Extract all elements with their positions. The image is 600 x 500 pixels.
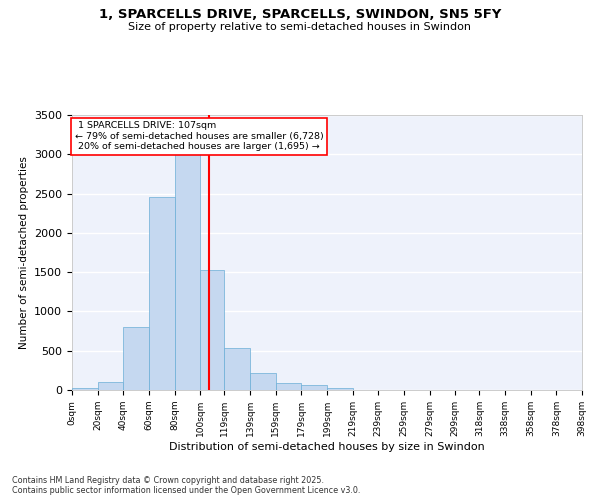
Text: Size of property relative to semi-detached houses in Swindon: Size of property relative to semi-detach… — [128, 22, 472, 32]
Y-axis label: Number of semi-detached properties: Number of semi-detached properties — [19, 156, 29, 349]
Bar — [224, 348, 250, 390]
Bar — [301, 386, 327, 390]
Text: 1 SPARCELLS DRIVE: 107sqm
← 79% of semi-detached houses are smaller (6,728)
 20%: 1 SPARCELLS DRIVE: 107sqm ← 79% of semi-… — [74, 122, 323, 151]
Bar — [149, 198, 175, 390]
Bar — [327, 388, 353, 390]
Bar — [123, 327, 149, 390]
Bar — [72, 388, 98, 390]
Bar — [276, 383, 301, 390]
Text: 1, SPARCELLS DRIVE, SPARCELLS, SWINDON, SN5 5FY: 1, SPARCELLS DRIVE, SPARCELLS, SWINDON, … — [99, 8, 501, 20]
Bar — [175, 130, 200, 390]
X-axis label: Distribution of semi-detached houses by size in Swindon: Distribution of semi-detached houses by … — [169, 442, 485, 452]
Bar — [98, 382, 123, 390]
Bar — [200, 270, 224, 390]
Bar — [250, 372, 276, 390]
Text: Contains HM Land Registry data © Crown copyright and database right 2025.
Contai: Contains HM Land Registry data © Crown c… — [12, 476, 361, 495]
